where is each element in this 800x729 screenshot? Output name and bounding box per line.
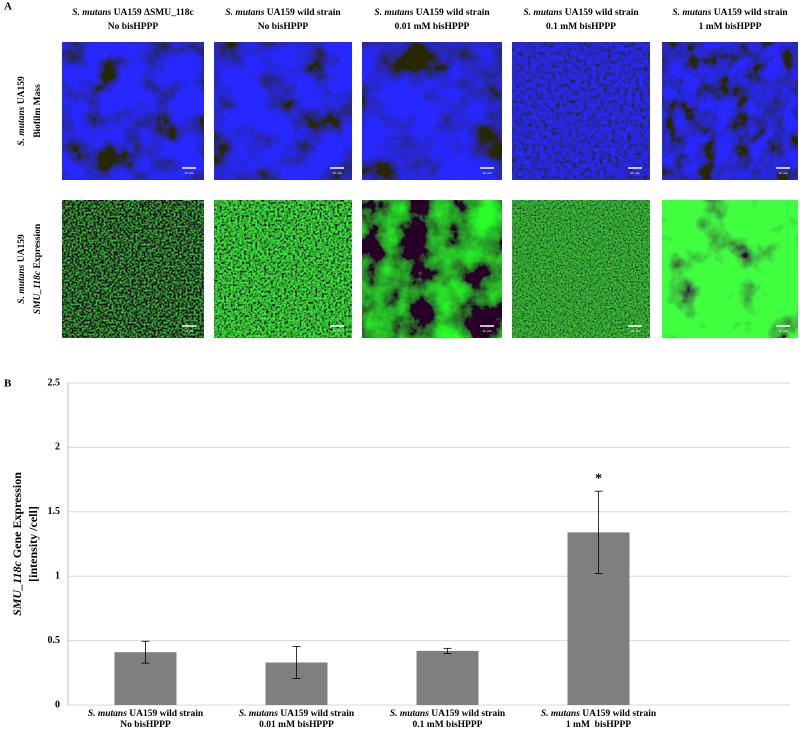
panel-label: A bbox=[4, 1, 12, 13]
text-part: UA159 bbox=[17, 234, 27, 262]
text-part: Expression bbox=[33, 223, 43, 268]
micrograph-texture bbox=[214, 42, 352, 180]
row-header: SMU_118c Expression bbox=[33, 223, 43, 314]
scale-bar-label: 20 μm bbox=[483, 329, 492, 333]
text-part: Biofilm Mass bbox=[33, 84, 43, 138]
x-tick-label: S. mutans UA159 wild strain bbox=[88, 709, 204, 719]
text-part: S. mutans bbox=[390, 709, 429, 719]
text-part: S. mutans bbox=[239, 709, 278, 719]
scale-bar-label: 20 μm bbox=[631, 329, 640, 333]
scale-bar-label: 20 μm bbox=[185, 329, 194, 333]
column-header: No bisHPPP bbox=[258, 22, 309, 32]
y-axis-label: [intensity /cell] bbox=[26, 506, 40, 582]
error-bar bbox=[594, 490, 603, 575]
micrograph-texture bbox=[512, 200, 650, 338]
column-header: S. mutans UA159 wild strain bbox=[672, 8, 788, 18]
text-part: S. mutans bbox=[541, 709, 580, 719]
x-tick-label: 0.1 mM bisHPPP bbox=[413, 720, 483, 729]
text-part: S. mutans bbox=[88, 709, 127, 719]
bar bbox=[416, 650, 479, 705]
text-part: Gene Expression bbox=[10, 472, 24, 558]
text-part: UA159 bbox=[17, 76, 27, 104]
y-tick-label: 1.5 bbox=[48, 506, 61, 517]
x-tick-label: S. mutans UA159 wild strain bbox=[541, 709, 657, 719]
micrograph-texture bbox=[662, 200, 798, 338]
scale-bar-label: 20 μm bbox=[483, 171, 492, 175]
scale-bar-label: 20 μm bbox=[185, 171, 194, 175]
significance-marker: * bbox=[595, 471, 602, 486]
x-tick-label: S. mutans UA159 wild strain bbox=[239, 709, 355, 719]
y-tick-label: 0 bbox=[55, 699, 60, 710]
x-tick-label: S. mutans UA159 wild strain bbox=[390, 709, 506, 719]
column-header: S. mutans UA159 ΔSMU_118c bbox=[72, 8, 194, 18]
text-part: S. mutans bbox=[72, 8, 111, 18]
scale-bar-label: 20 μm bbox=[333, 171, 342, 175]
scale-bar-label: 20 μm bbox=[631, 171, 640, 175]
error-bar bbox=[292, 645, 301, 679]
scale-bar-label: 20 μm bbox=[779, 171, 788, 175]
text-part: UA159 wild strain bbox=[582, 709, 657, 719]
row-header: Biofilm Mass bbox=[33, 84, 43, 138]
text-part: UA159 wild strain bbox=[280, 709, 355, 719]
micrograph-texture bbox=[512, 42, 650, 180]
text-part: S. mutans bbox=[374, 8, 413, 18]
y-tick-label: 1 bbox=[55, 570, 60, 581]
column-header: 0.1 mM bisHPPP bbox=[546, 22, 616, 32]
text-part: S. mutans bbox=[672, 8, 711, 18]
micrograph-texture bbox=[62, 200, 204, 338]
y-tick-label: 2.5 bbox=[48, 377, 61, 388]
text-part: SMU_118c bbox=[10, 561, 24, 616]
x-tick-label: No bisHPPP bbox=[120, 720, 171, 729]
column-header: S. mutans UA159 wild strain bbox=[225, 8, 341, 18]
panel-label: B bbox=[4, 378, 12, 390]
text-part: UA159 wild strain bbox=[565, 8, 640, 18]
text-part: S. mutans bbox=[523, 8, 562, 18]
column-header: 0.01 mM bisHPPP bbox=[395, 22, 470, 32]
y-tick-label: 0.5 bbox=[48, 635, 61, 646]
text-part: UA159 ΔSMU_118c bbox=[114, 8, 194, 18]
text-part: UA159 wild strain bbox=[431, 709, 506, 719]
y-axis-label: SMU_118c Gene Expression bbox=[10, 472, 24, 616]
text-part: UA159 wild strain bbox=[267, 8, 342, 18]
x-tick-label: 0.01 mM bisHPPP bbox=[259, 720, 334, 729]
y-tick-label: 2 bbox=[55, 442, 60, 453]
micrograph-texture bbox=[214, 200, 352, 338]
micrograph-texture bbox=[662, 42, 798, 180]
scale-bar-label: 20 μm bbox=[779, 329, 788, 333]
scale-bar-label: 20 μm bbox=[333, 329, 342, 333]
error-bar bbox=[141, 640, 150, 664]
text-part: S. mutans bbox=[17, 106, 27, 145]
column-header: S. mutans UA159 wild strain bbox=[374, 8, 490, 18]
bar-chart: 0 0.5 1 1.5 2 2.5 SMU_118c Gene Expression [int… bbox=[10, 377, 790, 729]
text-part: UA159 wild strain bbox=[714, 8, 789, 18]
micrograph-texture bbox=[62, 42, 204, 180]
column-header: S. mutans UA159 wild strain bbox=[523, 8, 639, 18]
text-part: S. mutans bbox=[17, 264, 27, 303]
micrograph-grid: S. mutans UA159 ΔSMU_118c No bisHPPP 20 μm… bbox=[17, 8, 798, 338]
text-part: UA159 wild strain bbox=[416, 8, 491, 18]
text-part: UA159 wild strain bbox=[129, 709, 204, 719]
error-bar bbox=[443, 647, 452, 654]
row-header: S. mutans UA159 bbox=[17, 76, 27, 146]
micrograph-texture bbox=[362, 200, 502, 338]
x-tick-label: 1 mM bisHPPP bbox=[566, 720, 631, 729]
micrograph-texture bbox=[362, 42, 502, 180]
column-header: 1 mM bisHPPP bbox=[699, 22, 762, 32]
row-header: S. mutans UA159 bbox=[17, 234, 27, 304]
text-part: SMU_118c bbox=[33, 270, 43, 314]
column-header: No bisHPPP bbox=[108, 22, 159, 32]
text-part: S. mutans bbox=[225, 8, 264, 18]
